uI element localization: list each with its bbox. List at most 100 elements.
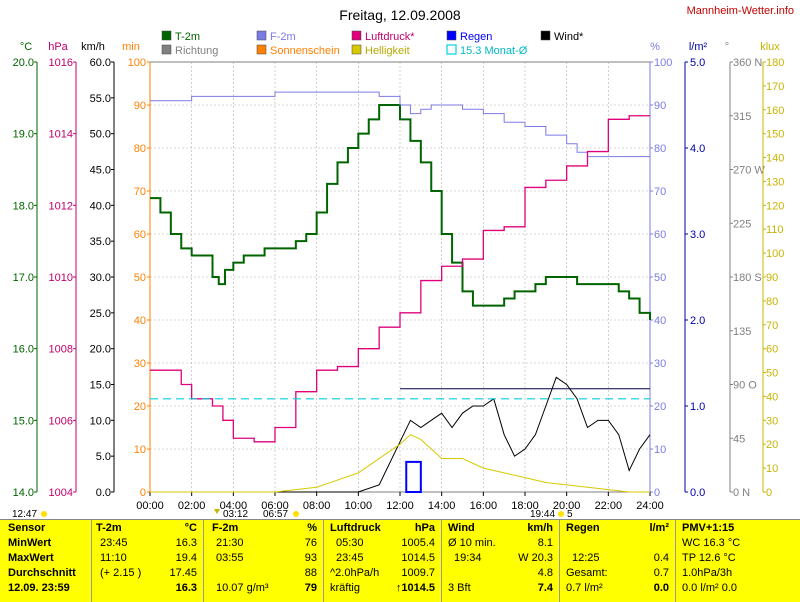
humidity-tick-label: 80 [654,143,666,155]
axis-unit-label: l/m² [689,41,708,53]
sun-tick-label: 60 [134,229,146,241]
row-now-label: 12.09. 23:59 [8,582,70,594]
axes: 20.019.018.017.016.015.014.0101610141012… [13,57,785,512]
f2m-min-value: 76 [304,537,317,549]
x-tick-label: 18:00 [511,500,539,512]
series [150,91,651,493]
sun-tick-label: 100 [128,57,146,69]
axis-unit-label: ° [725,41,729,53]
legend-label: F-2m [270,31,296,43]
humidity-tick-label: 70 [654,186,666,198]
x-tick-label: 24:00 [636,500,664,512]
legend-label: 15.3 Monat-Ø [460,45,528,57]
legend-label: Helligkeit [365,45,410,57]
row-min-label: MinWert [8,537,52,549]
regen-now-value: 0.0 [653,582,669,594]
wind-avg-label: Ø 10 min. [448,537,496,549]
wind-line [150,376,651,493]
t2m-min-time: 23:45 [100,537,128,549]
legend-swatch [256,30,267,41]
col-luftdruck: Luftdruck hPa 05:30 1005.4 23:45 1014.5 … [324,520,442,602]
site-link[interactable]: Mannheim-Wetter.info [687,5,794,17]
wind-tick-label: 20.0 [90,344,111,356]
x-tick-label: 20:00 [553,500,581,512]
regen-max-time: 12:25 [572,552,600,564]
druck-min-value: 1005.4 [401,537,435,549]
regen-max-value: 0.4 [653,552,669,564]
regen-sum: 0.7 l/m² [566,582,603,594]
x-tick-label: 04:00 [220,500,248,512]
wind-tick-label: 10.0 [90,415,111,427]
legend-swatch [446,30,457,41]
wind-tick-label: 60.0 [90,57,111,69]
legend-swatch [540,30,551,41]
regen-total-label: Gesamt: [566,567,608,579]
wind-min-value: 8.1 [537,537,553,549]
wind-unit: km/h [527,522,553,534]
sun-tick-label: 70 [134,186,146,198]
legend-label: Regen [460,31,492,43]
light-tick-label: 180 [766,57,784,69]
humidity-tick-label: 90 [654,100,666,112]
light-tick-label: 40 [766,391,778,403]
druck-avg-value: 1009.7 [401,567,435,579]
druck-unit: hPa [414,522,435,534]
light-tick-label: 160 [766,105,784,117]
light-tick-label: 170 [766,81,784,93]
wind-tick-label: 30.0 [90,272,111,284]
pressure-tick-label: 1004 [49,487,73,499]
sun-events: 12:47 03:12 06:57 19:44 5 [12,509,573,520]
humidity-tick-label: 0 [654,487,660,499]
temp-tick-label: 16.0 [13,344,34,356]
rain-tick-label: 0.0 [690,487,705,499]
legend-swatch [351,44,362,55]
wind-now-value: 7.4 [537,582,553,594]
col-sensor: Sensor MinWert MaxWert Durchschnitt 12.0… [0,520,92,602]
t2m-max-time: 11:10 [100,552,127,564]
legend: T-2m Richtung F-2m Sonnenschein Luftdruck* He… [161,30,584,57]
t2m-avg-value: 17.45 [169,567,197,579]
f2m-header: F-2m [212,522,239,534]
sun-tick-label: 80 [134,143,146,155]
druck-header: Luftdruck [330,522,381,534]
row-avg-label: Durchschnitt [8,567,76,579]
legend-swatch [256,44,267,55]
legend-swatch [351,30,362,41]
rain-tick-label: 1.0 [690,401,705,413]
wind-tick-label: 55.0 [90,93,111,105]
wind-header: Wind [448,522,475,534]
f2m-max-value: 93 [304,552,317,564]
light-tick-label: 140 [766,153,784,165]
rain-tick-label: 4.0 [690,143,705,155]
rain-tick-label: 5.0 [690,57,705,69]
light-tick-label: 10 [766,463,778,475]
f-2m-line [150,91,650,158]
x-tick-label: 02:00 [178,500,206,512]
temp-tick-label: 20.0 [13,57,34,69]
direction-tick-label: 90 O [733,380,757,392]
direction-tick-label: 270 W [733,165,765,177]
regen-unit: l/m² [649,522,669,534]
weather-chart: 20.019.018.017.016.015.014.0101610141012… [12,5,794,520]
legend-label: T-2m [175,31,200,43]
sun-tick-label: 50 [134,272,146,284]
pressure-tick-label: 1008 [49,344,73,356]
statistics-table: Sensor MinWert MaxWert Durchschnitt 12.0… [0,519,800,602]
sun-icon [41,511,47,517]
pressure-tick-label: 1016 [49,57,73,69]
sun-tick-label: 30 [134,358,146,370]
t2m-trend: (+ 2.15 ) [100,567,142,579]
axis-unit-label: % [650,41,660,53]
axis-unit-label: hPa [48,41,68,53]
direction-tick-label: 180 S [733,272,762,284]
wind-tick-label: 50.0 [90,129,111,141]
light-tick-label: 50 [766,368,778,380]
humidity-tick-label: 40 [654,315,666,327]
light-tick-label: 100 [766,248,784,260]
direction-tick-label: 360 N [733,57,762,69]
wind-beaufort: 3 Bft [448,582,471,594]
axis-unit-label: km/h [81,41,105,53]
druck-max-time: 23:45 [336,552,364,564]
axis-unit-label: min [122,41,140,53]
sun-tick-label: 10 [134,444,146,456]
